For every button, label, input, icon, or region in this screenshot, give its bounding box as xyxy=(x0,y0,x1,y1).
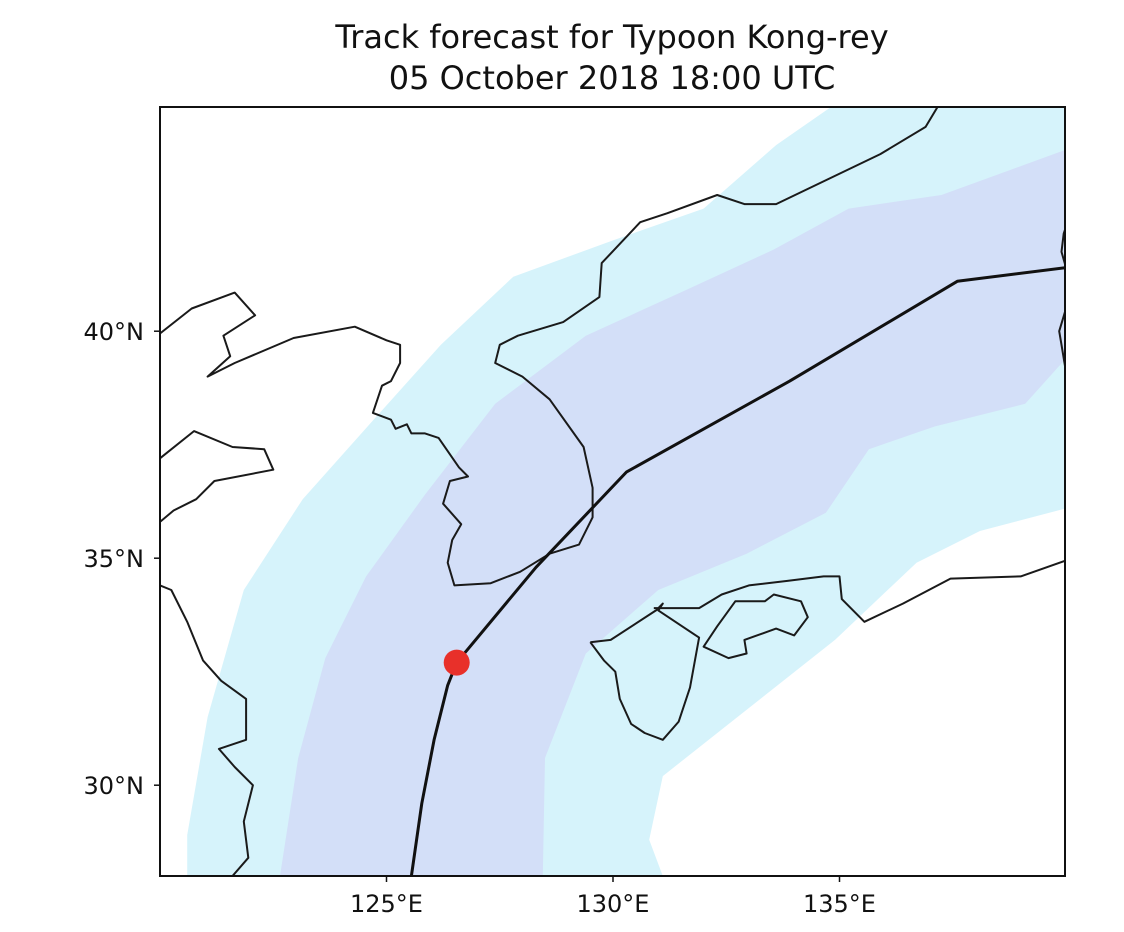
map-title-line-1: Track forecast for Typoon Kong-rey xyxy=(334,18,888,56)
latitude-tick-label: 35°N xyxy=(84,545,145,573)
longitude-ticks: 125°E 130°E 135°E xyxy=(350,876,876,918)
coastline-segment xyxy=(702,593,809,660)
coastline-segment xyxy=(1058,308,1065,373)
current-position-marker xyxy=(443,649,470,676)
latitude-tick-label: 30°N xyxy=(84,772,145,800)
coastlines xyxy=(160,107,1065,876)
longitude-tick-label: 130°E xyxy=(577,890,650,918)
latitude-tick-label: 40°N xyxy=(84,318,145,346)
longitude-tick-label: 135°E xyxy=(803,890,876,918)
latitude-ticks: 40°N 35°N 30°N xyxy=(84,318,160,800)
coastline-segment xyxy=(160,584,254,876)
coastline-segment xyxy=(653,559,1065,623)
map-area xyxy=(160,107,1065,876)
coastline-segment xyxy=(160,430,275,523)
longitude-tick-label: 125°E xyxy=(350,890,423,918)
map-title-line-2: 05 October 2018 18:00 UTC xyxy=(389,59,836,97)
forecast-track-line xyxy=(409,266,1065,876)
coastline-segment xyxy=(160,107,939,587)
inner-uncertainty-cone xyxy=(280,149,1065,876)
